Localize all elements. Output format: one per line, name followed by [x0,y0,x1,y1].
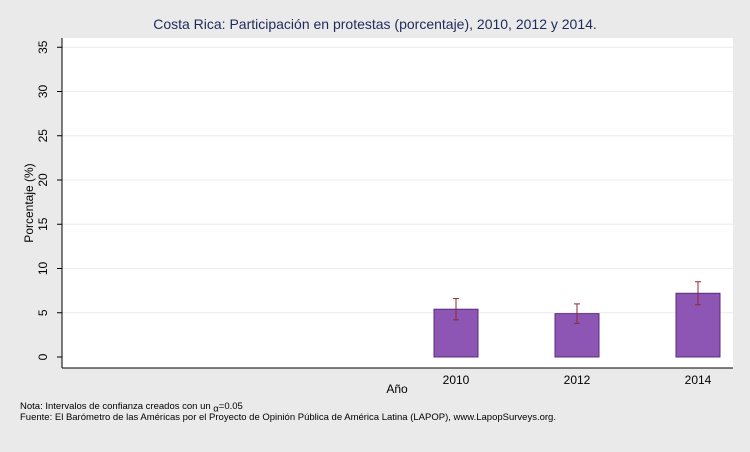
footnote-source: Fuente: El Barómetro de las Américas por… [20,412,556,423]
chart-title: Costa Rica: Participación en protestas (… [153,16,597,32]
y-tick-label: 30 [36,85,50,99]
x-axis-label: Año [386,382,408,396]
y-tick-label: 35 [36,40,50,54]
x-axis-ticks: 2010 2012 2014 [443,373,712,387]
y-tick-label: 0 [36,353,50,360]
x-tick-label: 2012 [564,373,591,387]
error-bar-2014 [695,281,701,306]
y-axis-ticks: 0 5 10 15 20 25 30 35 [36,40,62,360]
y-tick-label: 20 [36,173,50,187]
error-bar-2010 [453,298,459,321]
y-axis-label: Porcentaje (%) [22,163,36,242]
plot-area [62,38,733,368]
y-tick-label: 25 [36,129,50,143]
bars [433,281,721,358]
error-bar-2012 [574,303,580,324]
y-tick-label: 15 [36,217,50,231]
footnote-note-prefix: Nota: Intervalos de confianza creados co… [20,401,213,412]
x-tick-label: 2014 [685,373,712,387]
alpha-symbol: α [213,404,219,415]
y-tick-label: 10 [36,262,50,276]
footnote-note: Nota: Intervalos de confianza creados co… [20,401,243,415]
x-tick-label: 2010 [443,373,470,387]
alpha-value: =0.05 [219,401,243,412]
gridlines [62,46,733,314]
y-tick-label: 5 [36,309,50,316]
